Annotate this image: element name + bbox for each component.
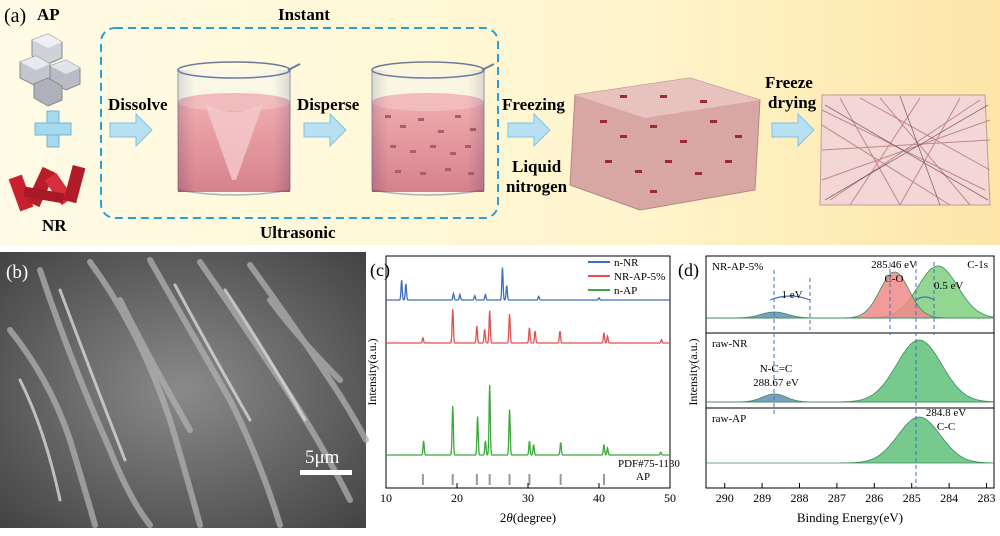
arrow-3-icon — [507, 112, 551, 148]
legend-label-0: n-NR — [614, 257, 639, 269]
panel-d-frame — [705, 255, 995, 489]
drying-label: drying — [768, 93, 817, 112]
arrow-1-icon — [109, 112, 153, 148]
panel-c-x-ticks: 10 20 30 40 50 — [380, 483, 676, 505]
beaker-disperse-icon — [371, 61, 495, 196]
panel-d-label: (d) — [678, 260, 699, 281]
xps-tick-label-2: 288 — [791, 491, 809, 505]
nr-label: NR — [42, 216, 67, 235]
sem-image — [0, 252, 366, 528]
process-box — [100, 27, 499, 219]
panel-a: (a) AP NR Instant Ultrasoni — [0, 0, 1000, 245]
liquid-label: Liquid — [512, 157, 562, 176]
panel-c-legend: n-NR NR-AP-5% n-AP — [588, 257, 665, 297]
xps-tick-label-6: 284 — [940, 491, 958, 505]
scale-bar — [300, 470, 352, 475]
cc-bond-label: C-C — [937, 421, 955, 433]
x-tick-label-1: 20 — [451, 491, 463, 505]
x-tick-label-0: 10 — [380, 491, 392, 505]
ap-crystal-icon — [19, 33, 81, 107]
xrd-line-1 — [386, 308, 670, 344]
x-axis-prefix: 2 — [500, 510, 507, 525]
panel-c-series — [386, 267, 670, 456]
nitrogen-label: nitrogen — [506, 177, 568, 196]
c1s-label: C-1s — [967, 259, 988, 271]
xps-tick-label-4: 286 — [865, 491, 883, 505]
arrow-4-icon — [771, 112, 815, 148]
freezing-label: Freezing — [502, 95, 565, 114]
xrd-line-2 — [386, 384, 670, 456]
xps-tick-label-3: 287 — [828, 491, 846, 505]
x-tick-label-3: 40 — [593, 491, 605, 505]
panel-c-y-axis-label: Intensity(a.u.) — [365, 338, 379, 405]
xps-tick-label-7: 283 — [978, 491, 996, 505]
panel-d-peaks — [706, 265, 995, 464]
cc-energy-label: 284.8 eV — [926, 407, 966, 419]
panel-b-label: (b) — [6, 262, 28, 283]
panel-c-reference — [421, 474, 605, 485]
panel-d-x-ticks: 290 289 288 287 286 285 284 283 — [716, 483, 996, 505]
panel-c-x-axis-label: 2θ(degree) — [500, 510, 556, 525]
ncc-energy-label: 288.67 eV — [753, 377, 799, 389]
nr-rods-icon — [8, 165, 86, 212]
co-energy-label: 285.46 eV — [871, 259, 917, 271]
x-tick-label-2: 30 — [522, 491, 534, 505]
sample-raw-nr-label: raw-NR — [712, 338, 748, 350]
peak-mid-ncc — [706, 393, 994, 403]
scale-bar-label: 5μm — [305, 447, 340, 468]
peak-mid-cc — [706, 339, 995, 403]
panel-d-y-axis-label: Intensity(a.u.) — [686, 338, 700, 405]
x-tick-label-4: 50 — [664, 491, 676, 505]
ncc-bond-label: N-C=C — [760, 363, 792, 375]
panel-b: (b) 5μm — [0, 252, 369, 528]
shift-05ev-arrow-icon — [915, 296, 935, 301]
peak-bot-cc — [706, 416, 995, 464]
x-axis-suffix: (degree) — [513, 510, 556, 525]
peak-top-ncc — [706, 311, 994, 319]
panel-d-x-axis-label: Binding Energy(eV) — [797, 510, 903, 525]
x-axis-theta: θ — [506, 510, 513, 525]
disperse-label: Disperse — [297, 95, 360, 114]
xps-tick-label-1: 289 — [753, 491, 771, 505]
sample-raw-ap-label: raw-AP — [712, 413, 746, 425]
legend-label-2: n-AP — [614, 285, 637, 297]
arrow-2-icon — [303, 112, 347, 148]
peak-top-cc — [706, 265, 995, 319]
xrd-line-0 — [386, 267, 670, 301]
dissolve-label: Dissolve — [108, 95, 168, 114]
aerogel-network-icon — [819, 94, 991, 206]
plus-icon — [34, 110, 72, 148]
panel-c: (c) n-NR NR-AP-5% n-AP 10 20 30 40 50 PDF#75-1… — [365, 255, 680, 525]
shift-05ev-label: 0.5 eV — [934, 280, 963, 292]
ap-label: AP — [37, 5, 60, 24]
frozen-block-icon — [569, 77, 761, 211]
freeze-label: Freeze — [765, 73, 813, 92]
ultrasonic-label: Ultrasonic — [260, 223, 336, 242]
beaker-dissolve-icon — [177, 61, 301, 196]
sample-nr-ap-5-label: NR-AP-5% — [712, 261, 763, 273]
instant-label: Instant — [278, 5, 330, 24]
xps-tick-label-0: 290 — [716, 491, 734, 505]
pdf-material-label: AP — [636, 471, 650, 483]
panel-d: (d) 290 289 288 287 286 285 284 283 NR-AP-5% C-… — [678, 255, 996, 525]
legend-label-1: NR-AP-5% — [614, 271, 665, 283]
shift-1ev-arrow-icon — [769, 295, 811, 301]
pdf-reference-label: PDF#75-1130 — [618, 458, 680, 470]
xps-tick-label-5: 285 — [903, 491, 921, 505]
shift-1ev-label: 1 eV — [781, 289, 802, 301]
panel-a-label: (a) — [4, 5, 26, 27]
panel-c-label: (c) — [370, 260, 390, 281]
co-bond-label: C-O — [885, 273, 904, 285]
